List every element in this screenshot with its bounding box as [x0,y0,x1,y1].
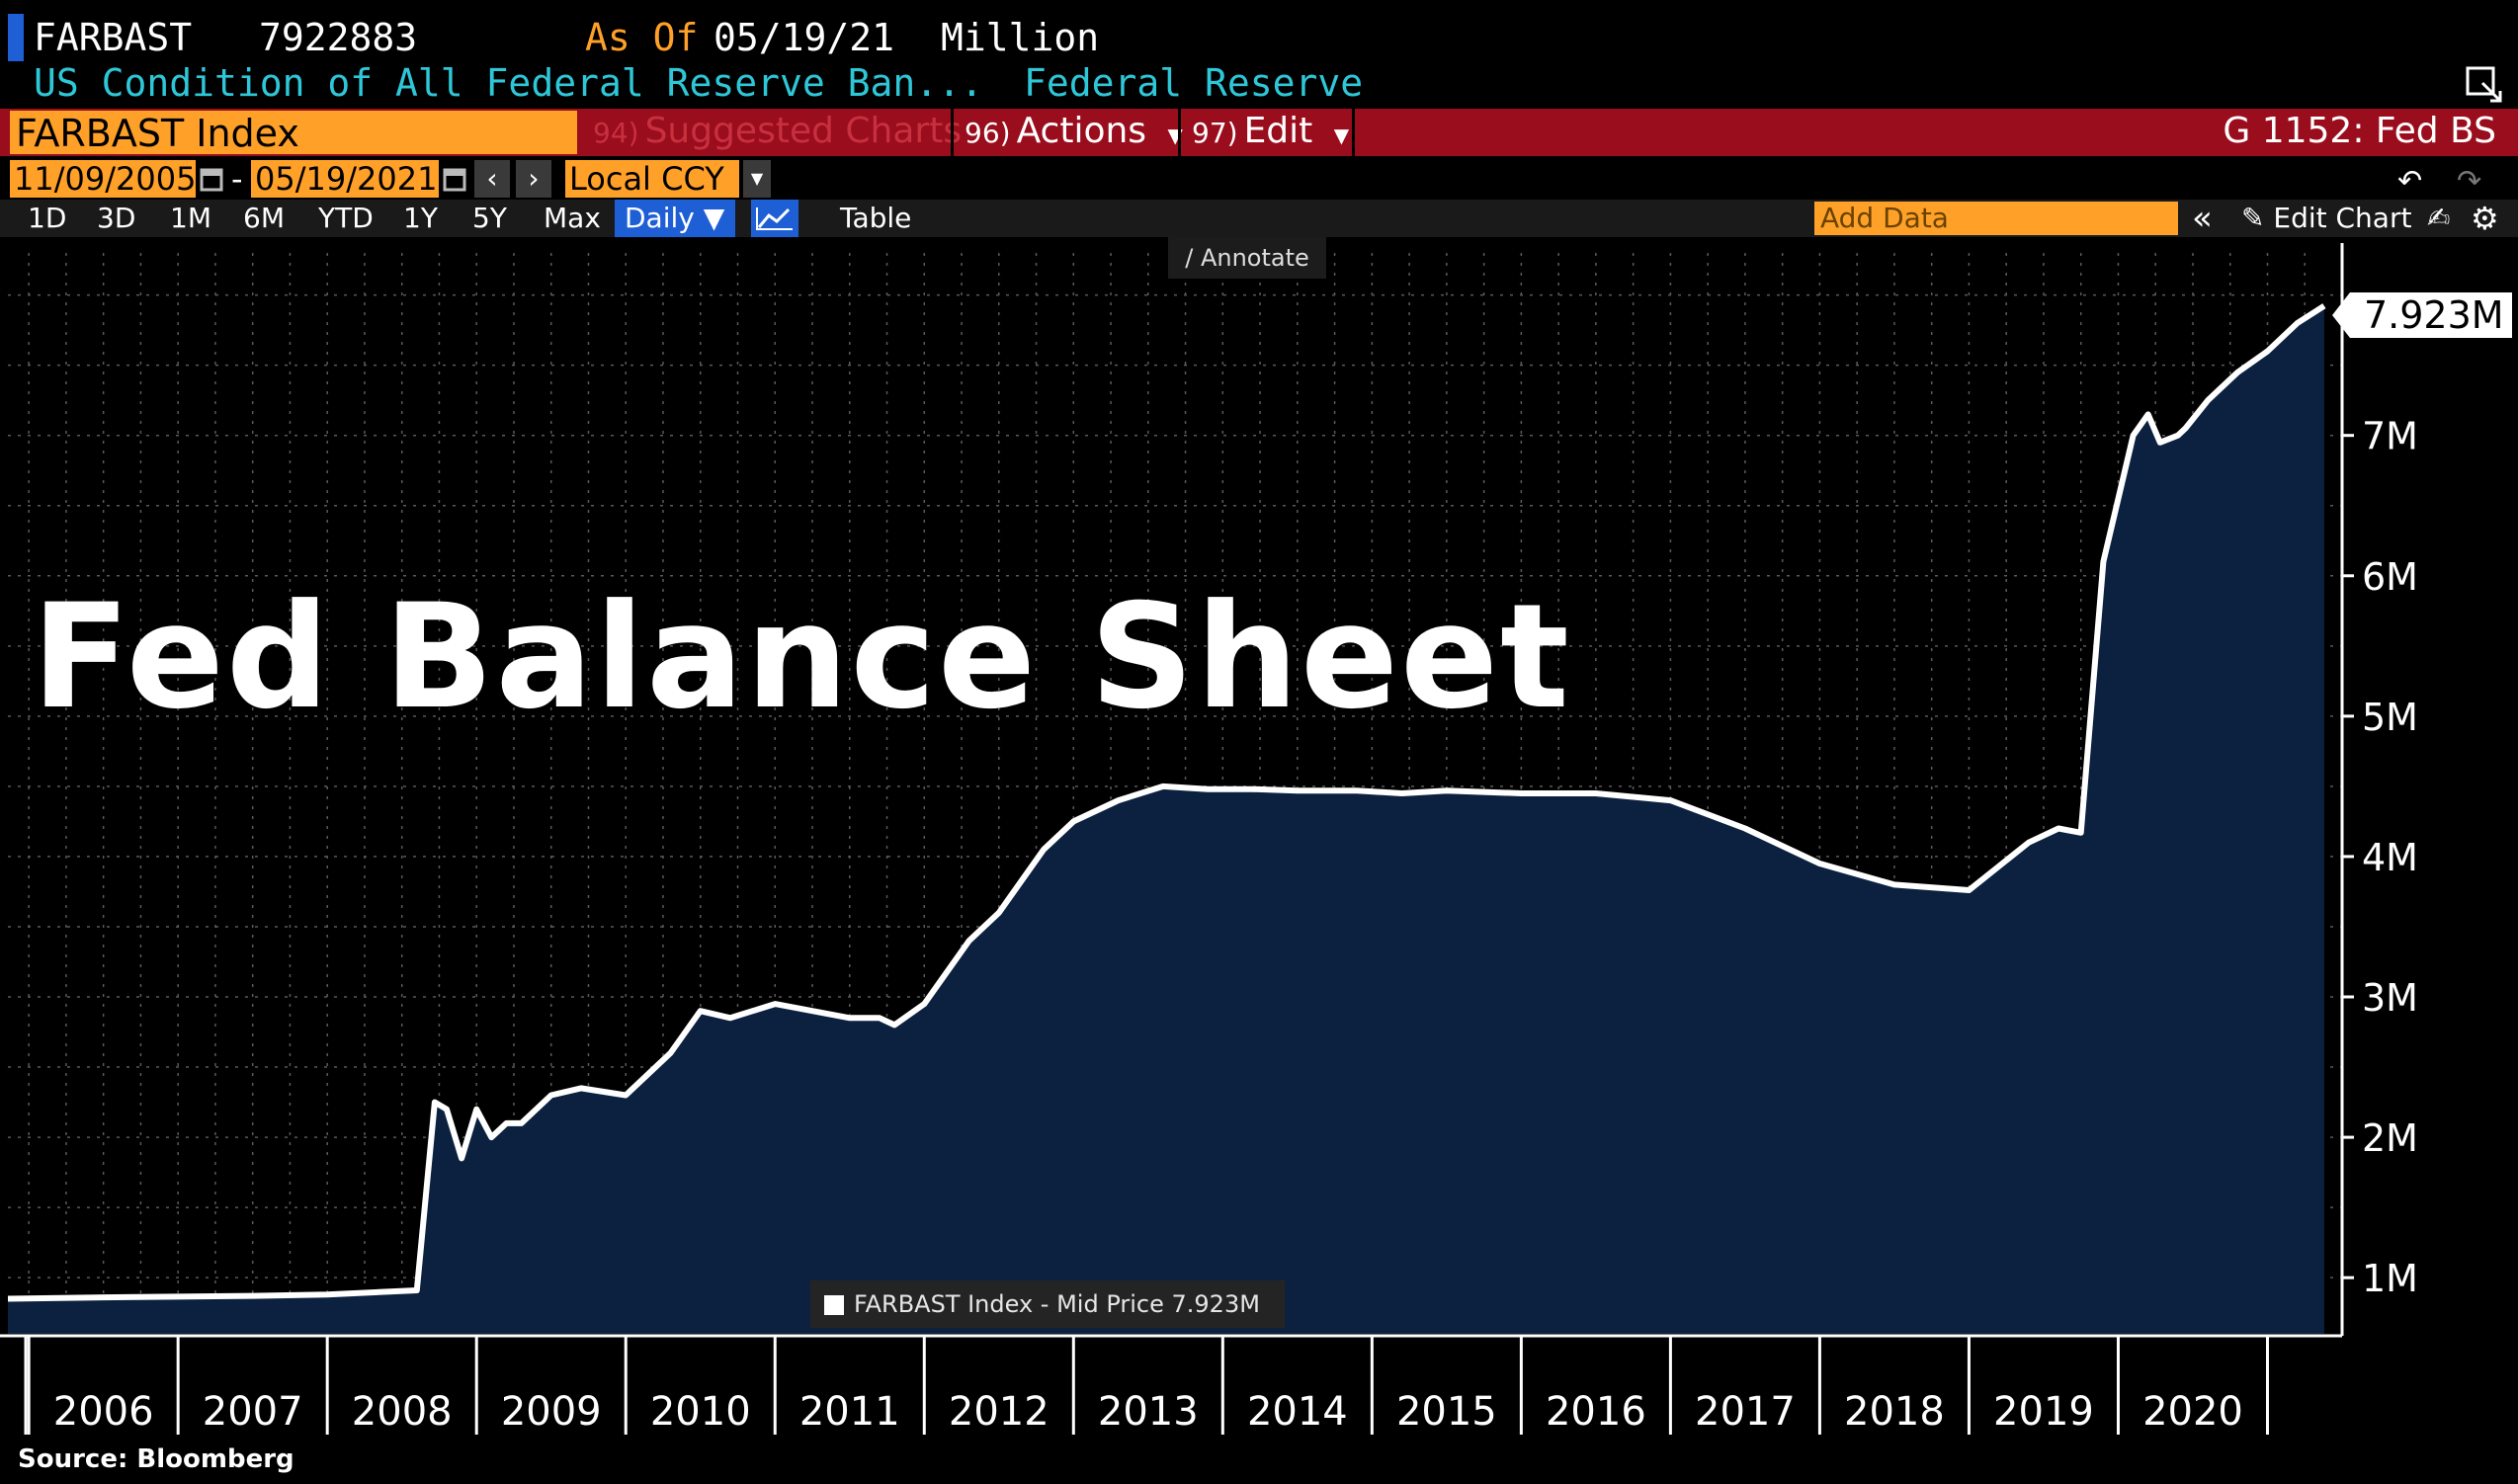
add-data-input[interactable]: Add Data [1814,202,2178,235]
last-value: 7922883 [259,16,418,59]
range-toolbar: 1D 3D 1M 6M YTD 1Y 5Y Max Daily ▼ Table … [0,200,2518,237]
currency-select[interactable]: Local CCY [565,160,739,198]
end-date-field[interactable]: 05/19/2021 [251,160,439,198]
annotate-button[interactable]: ∕ Annotate [1168,237,1326,279]
security-header: FARBAST 7922883 As Of 05/19/21 Million [0,8,2518,61]
table-view-button[interactable]: Table [840,202,912,234]
security-marker [8,14,24,61]
chevron-right-icon: › [528,162,540,195]
range-1d[interactable]: 1D [28,202,67,234]
edit-menu-button[interactable]: 97) Edit ▼ [1192,111,1350,151]
triangle-down-icon: ▼ [703,202,725,234]
actions-menu-button[interactable]: 96) Actions ▼ [965,111,1183,151]
start-date-field[interactable]: 11/09/2005 [10,160,196,198]
chart-axes: 1M 2M 3M 4M 5M 6M 7M 2006 2007 2008 2009 2010 2011 20… [0,243,2418,1435]
chevron-down-icon: ▼ [1333,124,1350,147]
x-tick-label: 2011 [799,1389,900,1435]
x-tick-label: 2008 [352,1389,453,1435]
date-separator: - [231,160,243,198]
y-tick-label: 6M [2362,555,2418,599]
line-chart-icon[interactable] [751,200,798,237]
unit-label: Million [941,16,1100,59]
last-value-tag: 7.923M [2332,292,2512,338]
y-tick-label: 2M [2362,1116,2418,1160]
popout-icon[interactable] [2465,65,2504,105]
x-tick-label: 2018 [1844,1389,1945,1435]
x-tick-label: 2009 [501,1389,602,1435]
pencil-icon: ✎ [2241,202,2265,234]
gear-icon[interactable]: ⚙ [2471,200,2499,237]
edit-chart-button[interactable]: ✎ Edit Chart [2241,202,2412,234]
collapse-icon[interactable]: « [2192,199,2213,238]
chevron-left-icon: ‹ [486,162,498,195]
date-range-bar: 11/09/2005 - 05/19/2021 ‹ › Local CCY ▼ … [0,160,2518,199]
edit-settings-icon[interactable]: ✍ [2427,202,2451,234]
suggested-charts-button[interactable]: 94) Suggested Charts [593,111,963,151]
chart-legend: FARBAST Index - Mid Price 7.923M [810,1280,1285,1328]
x-tick-label: 2012 [949,1389,1049,1435]
y-tick-label: 4M [2362,836,2418,879]
calendar-icon[interactable] [200,164,223,194]
security-input[interactable]: FARBAST Index [10,111,577,155]
chevron-down-icon: ▼ [750,169,764,188]
function-toolbar: FARBAST Index 94) Suggested Charts 96) Act… [0,109,2518,156]
x-tick-label: 2010 [650,1389,751,1435]
range-1y[interactable]: 1Y [403,202,438,234]
y-tick-label: 3M [2362,976,2418,1020]
y-tick-label: 5M [2362,696,2418,739]
security-description: US Condition of All Federal Reserve Ban.… [34,61,983,105]
series-line [7,303,2326,1302]
as-of-label: As Of [585,16,699,59]
x-tick-label: 2013 [1098,1389,1199,1435]
range-3d[interactable]: 3D [97,202,136,234]
chart-overlay-title: Fed Balance Sheet [32,573,1571,741]
ticker-symbol: FARBAST [34,16,193,59]
range-max[interactable]: Max [544,202,601,234]
frequency-select[interactable]: Daily ▼ [615,200,735,237]
back-arrow-button[interactable]: ‹ [474,160,510,198]
x-tick-label: 2014 [1247,1389,1348,1435]
currency-dropdown[interactable]: ▼ [743,160,771,198]
legend-swatch [824,1295,844,1315]
range-1m[interactable]: 1M [170,202,211,234]
range-6m[interactable]: 6M [243,202,285,234]
source-name: Federal Reserve [1024,61,1364,105]
range-5y[interactable]: 5Y [472,202,507,234]
forward-arrow-button[interactable]: › [516,160,551,198]
pencil-icon: ∕ [1185,244,1194,272]
chart-area: 1M 2M 3M 4M 5M 6M 7M 2006 2007 2008 2009 2010 2011 20… [0,243,2418,1435]
legend-label: FARBAST Index - Mid Price 7.923M [854,1290,1260,1318]
range-ytd[interactable]: YTD [318,202,374,234]
chart-id-label: G 1152: Fed BS [2223,111,2496,151]
y-tick-label: 7M [2362,415,2418,458]
series-area [8,305,2324,1335]
x-tick-label: 2006 [53,1389,154,1435]
x-tick-label: 2016 [1546,1389,1646,1435]
source-label: Source: Bloomberg [18,1444,294,1474]
x-tick-label: 2017 [1695,1389,1796,1435]
y-tick-label: 1M [2362,1257,2418,1300]
as-of-date: 05/19/21 [713,16,895,59]
calendar-icon[interactable] [443,164,466,194]
redo-icon[interactable]: ↷ [2457,164,2482,199]
x-tick-label: 2020 [2142,1389,2243,1435]
x-tick-label: 2007 [203,1389,303,1435]
x-tick-label: 2015 [1396,1389,1497,1435]
x-tick-label: 2019 [1993,1389,2094,1435]
undo-icon[interactable]: ↶ [2397,164,2423,199]
